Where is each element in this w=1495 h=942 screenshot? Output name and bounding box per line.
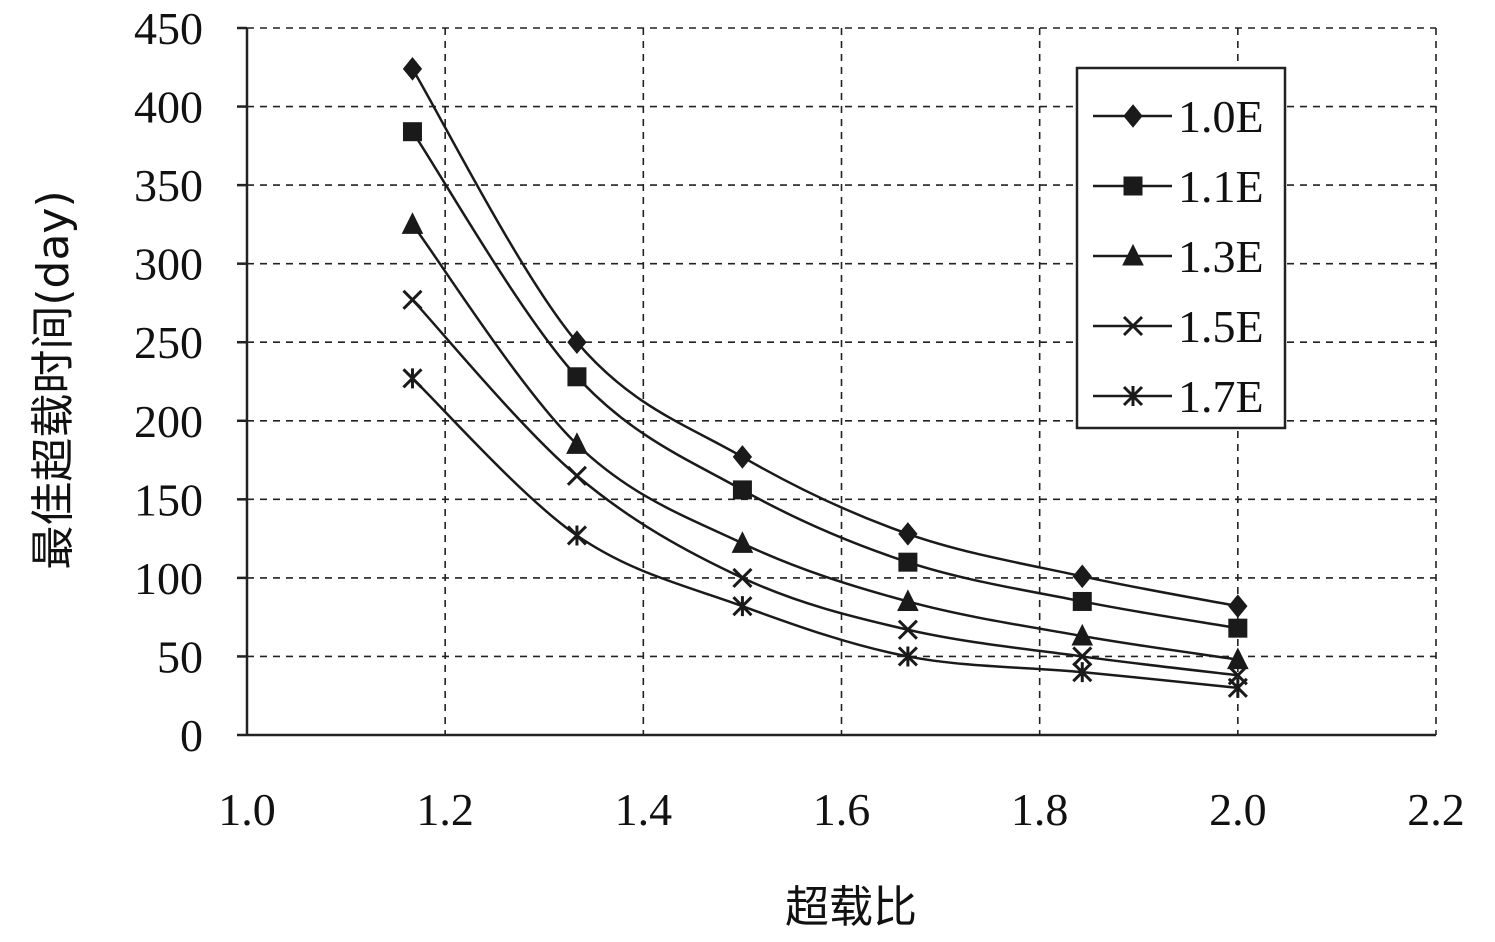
y-tick-label: 0 [180,710,203,761]
y-tick-label: 100 [134,553,203,604]
data-point [402,368,423,389]
legend-label: 1.3E [1178,231,1264,282]
data-point [401,212,424,234]
axes [245,28,1436,737]
y-tick-label: 350 [134,160,203,211]
y-tick-label: 200 [134,396,203,447]
x-tick-label: 1.8 [1011,784,1069,835]
y-tick-labels: 0 50 100 150 200 250 300 350 400 450 [134,3,203,761]
legend-label: 1.1E [1178,161,1264,212]
y-tick-label: 150 [134,474,203,525]
data-point [1072,564,1092,589]
legend-item: 1.7E [1093,371,1264,422]
data-point [1072,591,1092,611]
legend-marker [1123,104,1143,128]
x-tick-label: 2.0 [1209,784,1267,835]
data-point [732,480,752,500]
data-point [732,445,753,469]
data-point [897,619,918,640]
legend-marker [1122,243,1144,266]
data-point [1227,677,1248,698]
legend-marker [1123,176,1143,196]
x-tick-label: 2.2 [1407,784,1465,835]
legend-item: 1.1E [1093,161,1264,212]
x-tick-label: 1.2 [416,784,474,835]
y-tick-label: 450 [134,3,203,54]
x-axis-title: 超载比 [785,882,917,933]
data-point [566,525,588,546]
legend-label: 1.0E [1178,91,1264,142]
y-axis-title: 最佳超载时间(day) [28,190,79,569]
legend-label: 1.5E [1178,301,1264,352]
series-1.3E [401,212,1249,670]
data-point [897,646,918,667]
legend-box [1075,66,1287,430]
series-line [411,377,1238,690]
series-1.7E [402,368,1248,698]
data-point [732,567,753,588]
series-1.1E [402,122,1248,638]
data-point [1071,623,1094,646]
data-point [1228,594,1248,618]
y-tick-label: 50 [157,631,203,682]
x-tick-labels: 1.0 1.2 1.4 1.6 1.8 2.0 2.2 [218,784,1465,835]
data-point [402,289,423,310]
data-point [732,596,753,617]
data-point [1227,647,1249,670]
series [401,57,1249,698]
data-point [402,57,423,81]
x-tick-label: 1.4 [615,784,673,835]
legend-item: 1.3E [1093,231,1264,282]
data-point [897,589,919,611]
data-point [1072,662,1093,683]
data-point [566,465,588,486]
data-point [898,552,918,572]
data-point [1228,618,1248,638]
data-point [566,432,588,454]
legend-marker [1122,385,1144,407]
y-tick-label: 250 [134,317,203,368]
data-point [1072,646,1093,667]
data-point [567,330,587,355]
data-point [402,122,422,142]
series-1.0E [402,57,1248,618]
data-point [898,522,918,546]
legend-marker [1122,315,1144,337]
series-line [411,298,1238,677]
legend: 1.0E 1.1E 1.3E 1.5E 1.7E [1075,66,1287,430]
legend-label: 1.7E [1178,371,1264,422]
legend-item: 1.5E [1093,301,1264,352]
y-tick-label: 300 [134,239,203,290]
x-tick-label: 1.6 [813,784,871,835]
x-tick-label: 1.0 [218,784,276,835]
legend-item: 1.0E [1093,91,1264,142]
data-point [731,531,754,553]
data-point [567,367,587,387]
y-tick-label: 400 [134,82,203,133]
